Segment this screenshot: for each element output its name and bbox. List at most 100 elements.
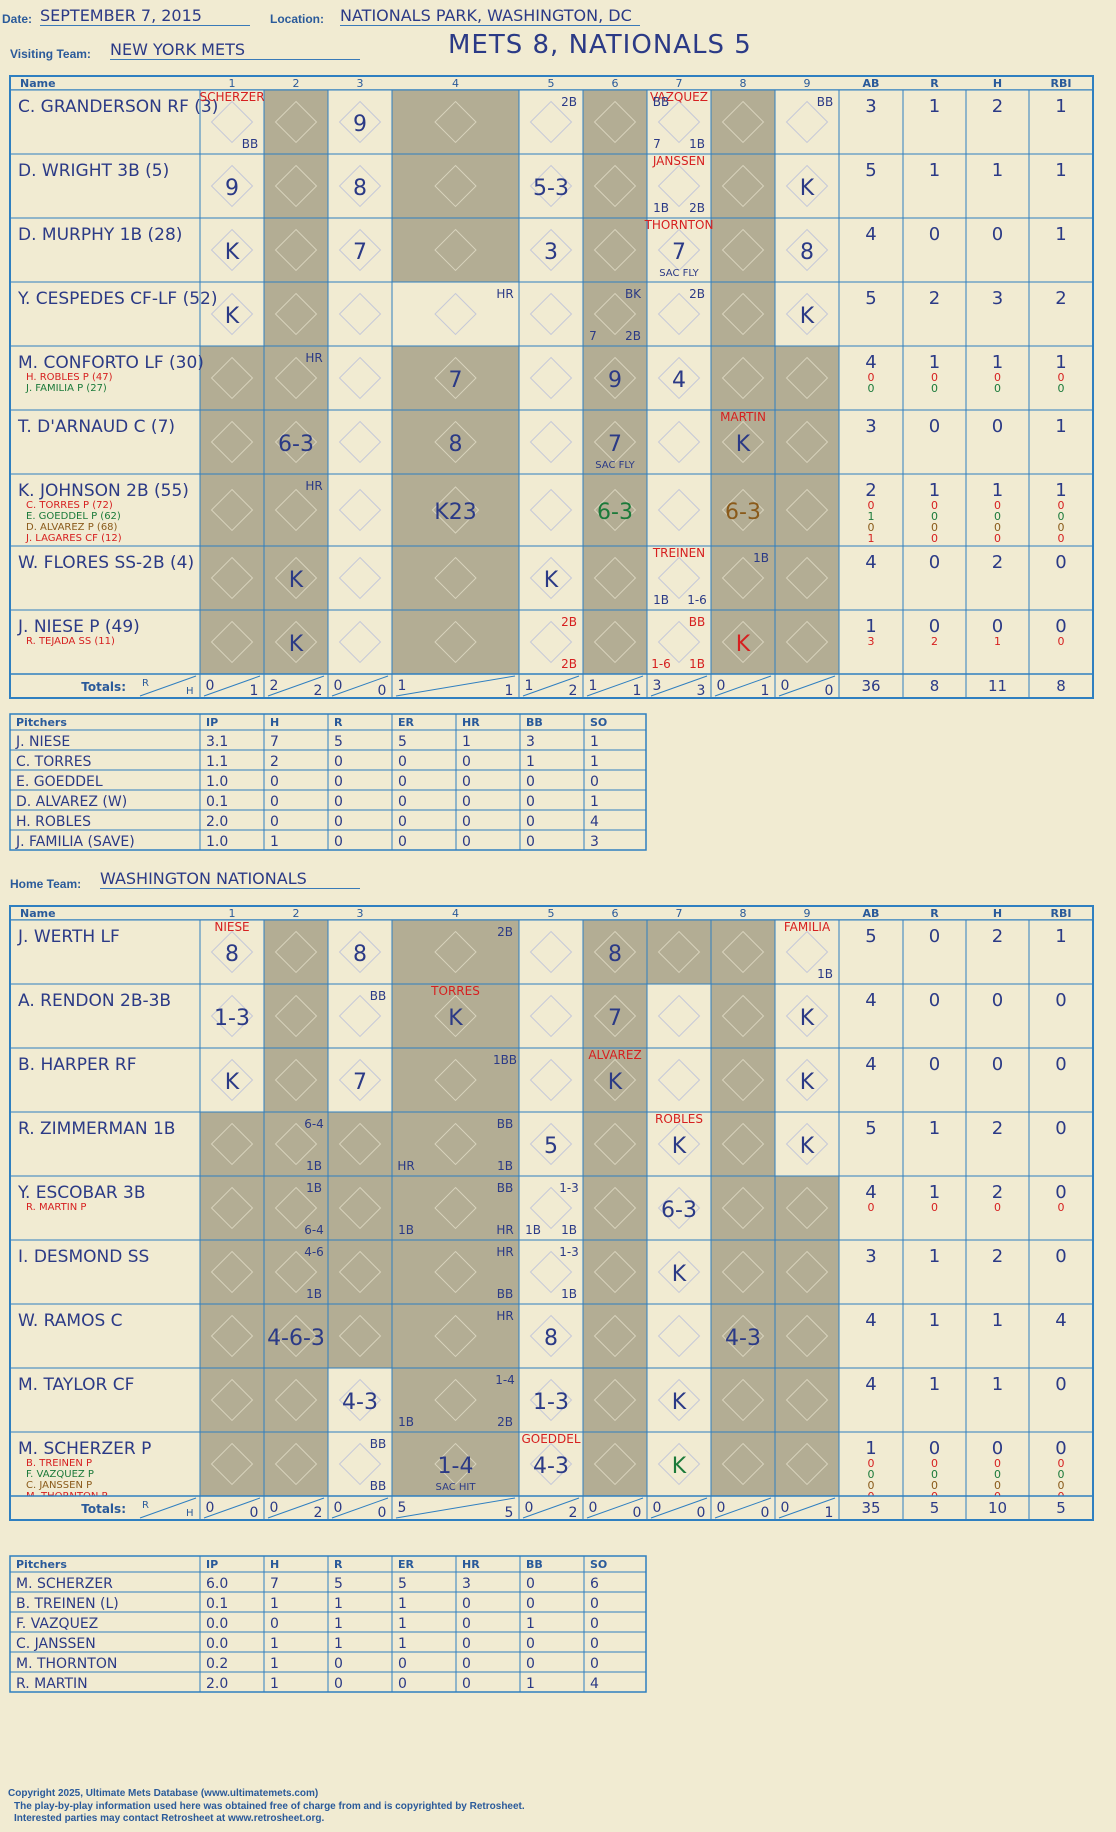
- visitors-stat-value: 0: [1058, 635, 1065, 648]
- home-stat-value: 0: [929, 926, 940, 947]
- home-pitch-value: F. VAZQUEZ: [16, 1616, 98, 1632]
- visitors-stat-value: 0: [931, 532, 938, 545]
- home-inning-runs: 0: [653, 1500, 662, 1516]
- home-totals-slash: [522, 1497, 580, 1519]
- home-pitch-value: 0: [462, 1596, 471, 1612]
- visitors-base-diamond: [274, 488, 318, 532]
- visitors-base-diamond: [785, 356, 829, 400]
- visitors-inning-cell: [327, 409, 393, 475]
- visitors-play-notation: K: [736, 432, 751, 457]
- home-play-notation: K: [800, 1134, 815, 1159]
- home-pitch-value: 0: [590, 1596, 599, 1612]
- home-play-notation: BB: [370, 1437, 386, 1451]
- visitors-base-diamond: [785, 620, 829, 664]
- home-inning-cell: [391, 1111, 520, 1177]
- home-name-cell: [9, 919, 201, 985]
- home-base-diamond: [721, 1186, 765, 1230]
- home-pitch-value: 3: [462, 1576, 471, 1592]
- visitors-stat-value: 0: [1055, 552, 1066, 573]
- visitors-stat-value: 0: [931, 382, 938, 395]
- visitors-base-diamond: [274, 228, 318, 272]
- home-inning-runs: 0: [270, 1500, 279, 1516]
- home-pitch-header: Pitchers: [16, 1558, 67, 1571]
- visitors-base-diamond: [721, 556, 765, 600]
- home-stat-cell: [838, 983, 904, 1049]
- visitors-stat-value: 5: [865, 288, 876, 309]
- home-inning-cell: [582, 1111, 648, 1177]
- visitors-play-notation: JANSSEN: [652, 154, 705, 168]
- visitors-play-notation: 3: [544, 240, 558, 265]
- home-inning-cell: [582, 1047, 648, 1113]
- visitors-stat-value: 3: [865, 416, 876, 437]
- home-inning-cell: [710, 1431, 776, 1497]
- home-pitch-value: 0: [590, 1616, 599, 1632]
- visitors-base-diamond: [657, 556, 701, 600]
- visitors-pitch-value: D. ALVAREZ (W): [16, 794, 127, 810]
- home-stat-value: 4: [865, 990, 876, 1011]
- home-play-notation: 6-4: [304, 1117, 324, 1131]
- home-pitch-value: 0: [526, 1596, 535, 1612]
- home-stat-value: 1: [929, 1374, 940, 1395]
- home-batter-name: I. DESMOND SS: [18, 1247, 149, 1267]
- visitors-stat-value: 0: [931, 521, 938, 534]
- home-pitch-value: C. JANSSEN: [16, 1636, 96, 1652]
- visitors-pitch-value: 3: [526, 734, 535, 750]
- visitors-pitch-value: 1.0: [206, 774, 228, 790]
- visitors-stat-cell: [838, 217, 904, 283]
- visitors-totals-h-label: H: [186, 686, 194, 697]
- visitors-play-notation: 2B: [561, 657, 577, 671]
- visitors-totals-slash: [522, 675, 580, 697]
- visitors-inning-hits: 1: [633, 683, 642, 699]
- visitors-pitch-value: 1.0: [206, 834, 228, 850]
- visitors-inning-cell: [391, 545, 520, 611]
- visitors-play-notation: 6-3: [725, 500, 761, 525]
- visitors-base-diamond: [210, 100, 254, 144]
- home-inning-cell: [391, 1239, 520, 1305]
- visitors-pitch-header: SO: [590, 716, 607, 729]
- visitors-inning-cell: [646, 217, 712, 283]
- home-stat-value: 5: [865, 1118, 876, 1139]
- visitors-stat-cell: [838, 153, 904, 219]
- home-pitch-value: 1: [270, 1636, 279, 1652]
- home-inning-cell: [774, 983, 840, 1049]
- home-stat-cell: [838, 919, 904, 985]
- visitors-base-diamond: [785, 164, 829, 208]
- visitors-stat-cell: [965, 473, 1030, 547]
- home-inning-header: 7: [676, 907, 683, 920]
- visitors-inning-header: 5: [548, 77, 555, 90]
- visitors-stat-value: 1: [1055, 224, 1066, 245]
- home-base-diamond: [657, 1314, 701, 1358]
- visitors-totals-slash: [778, 675, 836, 697]
- home-base-diamond: [593, 1122, 637, 1166]
- home-stat-value: 0: [1055, 1246, 1066, 1267]
- home-play-notation: 7: [353, 1070, 367, 1095]
- visitors-sub-name: E. GOEDDEL P (62): [26, 511, 121, 522]
- visitors-play-notation: K: [225, 304, 240, 329]
- home-stat-header: RBI: [1051, 907, 1072, 920]
- home-base-diamond: [529, 930, 573, 974]
- visitors-stat-cell: [838, 473, 904, 547]
- visitors-base-diamond: [721, 356, 765, 400]
- visitors-base-diamond: [434, 620, 477, 664]
- home-stat-cell: [838, 1175, 904, 1241]
- home-pitch-group: Pitchers IP H R ER HR BB SOM. SCHERZER 6.0 7 5 5 3 0 6…: [9, 1555, 647, 1693]
- visitors-play-notation: BB: [242, 137, 258, 151]
- visitors-inning-cell: [710, 281, 776, 347]
- visitors-base-diamond: [434, 420, 477, 464]
- visitors-play-notation: HR: [305, 351, 322, 365]
- visitors-play-notation: HR: [496, 287, 513, 301]
- visitors-pitch-value: 0: [526, 774, 535, 790]
- home-play-notation: HR: [496, 1223, 513, 1237]
- visitors-inning-hits: 0: [378, 683, 387, 699]
- home-pitch-header: R: [334, 1558, 343, 1571]
- home-play-notation: HR: [496, 1245, 513, 1259]
- visitors-stat-cell: [838, 609, 904, 675]
- visitors-base-diamond: [210, 420, 254, 464]
- visitors-inning-cell: [263, 217, 329, 283]
- visitors-pitch-header: IP: [206, 716, 218, 729]
- home-play-notation: 1BB: [493, 1053, 517, 1067]
- visitors-stat-value: 0: [868, 382, 875, 395]
- visitors-pitch-value: 4: [590, 814, 599, 830]
- visitors-stat-value: 2: [865, 480, 876, 501]
- visitors-stat-value: 1: [1055, 96, 1066, 117]
